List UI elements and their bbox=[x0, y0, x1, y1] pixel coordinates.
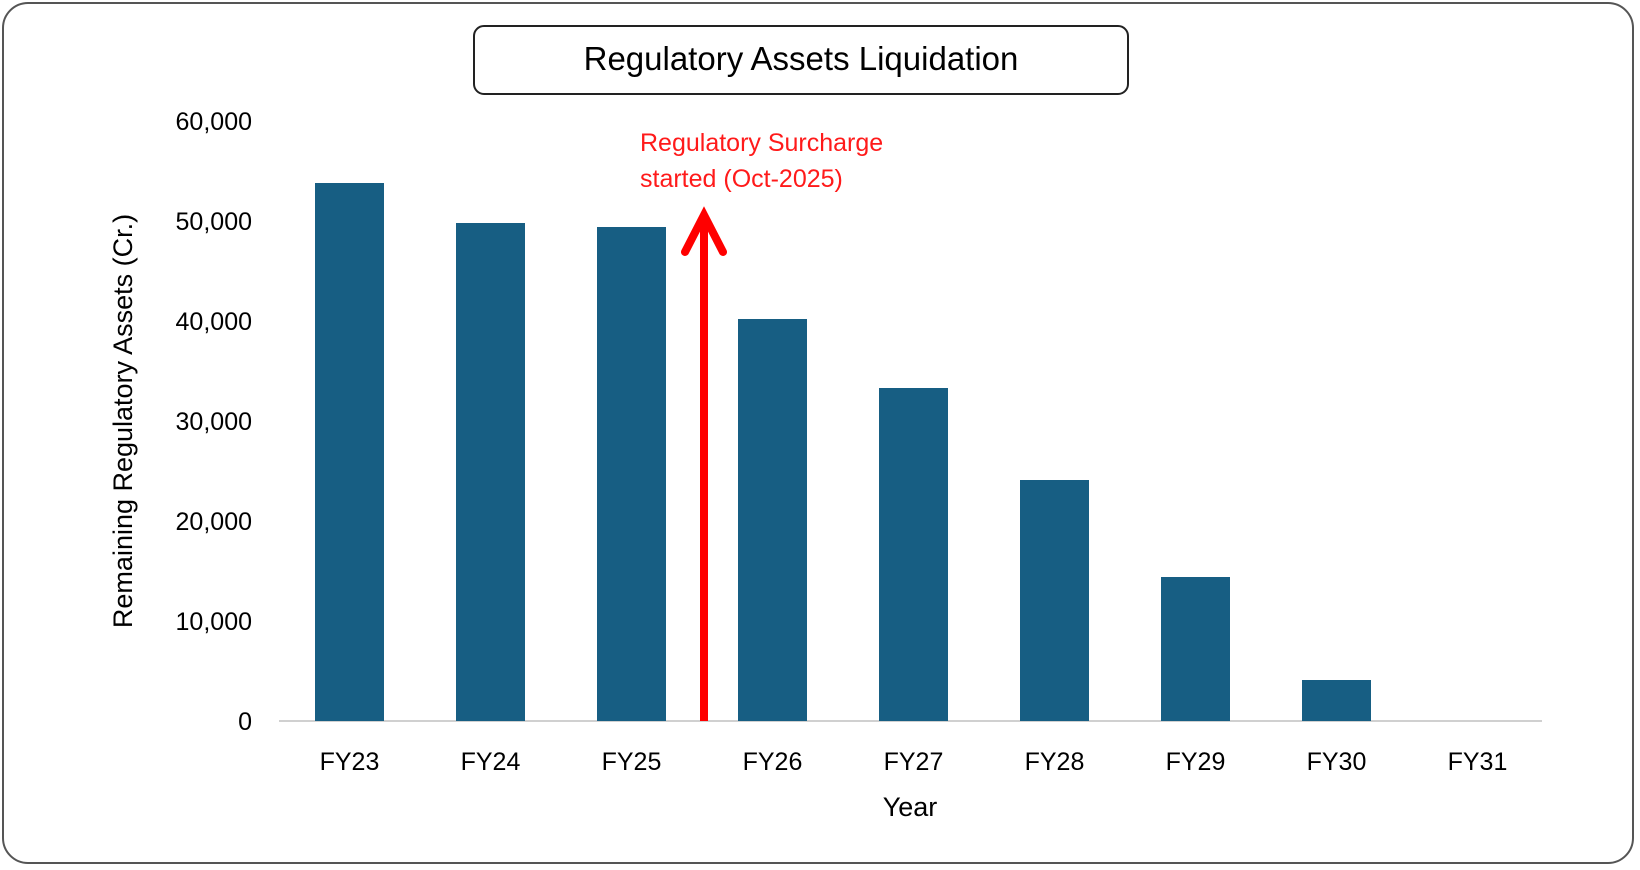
annotation-line-1: Regulatory Surcharge bbox=[640, 129, 883, 157]
chart-svg: Regulatory Assets Liquidation 0 10,000 20,… bbox=[108, 25, 1542, 822]
x-tick-label: FY30 bbox=[1307, 748, 1367, 776]
x-tick-label: FY25 bbox=[602, 748, 662, 776]
annotation: Regulatory Surcharge started (Oct-2025) bbox=[640, 129, 883, 721]
x-tick-label: FY24 bbox=[461, 748, 521, 776]
y-axis-title: Remaining Regulatory Assets (Cr.) bbox=[108, 214, 138, 628]
chart-title: Regulatory Assets Liquidation bbox=[584, 40, 1019, 77]
bar-fy24 bbox=[456, 223, 525, 721]
bar-fy27 bbox=[879, 388, 948, 721]
y-tick-label: 60,000 bbox=[176, 108, 252, 136]
bar-fy28 bbox=[1020, 480, 1089, 721]
title-box bbox=[473, 25, 1129, 95]
x-tick-label: FY27 bbox=[884, 748, 944, 776]
bar-fy25 bbox=[597, 227, 666, 721]
bar-fy30 bbox=[1302, 680, 1371, 721]
y-tick-label: 20,000 bbox=[176, 508, 252, 536]
bar-fy26 bbox=[738, 319, 807, 721]
bars bbox=[315, 183, 1371, 721]
y-tick-label: 40,000 bbox=[176, 308, 252, 336]
annotation-arrow-head bbox=[681, 206, 727, 256]
x-tick-label: FY31 bbox=[1448, 748, 1508, 776]
x-tick-labels: FY23 FY24 FY25 FY26 FY27 FY28 FY29 FY30 FY31 bbox=[320, 748, 1508, 776]
annotation-line-2: started (Oct-2025) bbox=[640, 165, 843, 193]
y-tick-label: 50,000 bbox=[176, 208, 252, 236]
x-tick-label: FY23 bbox=[320, 748, 380, 776]
y-tick-label: 10,000 bbox=[176, 608, 252, 636]
y-tick-label: 0 bbox=[238, 708, 252, 736]
x-axis-title: Year bbox=[883, 792, 938, 822]
y-tick-label: 30,000 bbox=[176, 408, 252, 436]
x-tick-label: FY26 bbox=[743, 748, 803, 776]
bar-fy29 bbox=[1161, 577, 1230, 721]
x-tick-label: FY28 bbox=[1025, 748, 1085, 776]
x-tick-label: FY29 bbox=[1166, 748, 1226, 776]
bar-fy23 bbox=[315, 183, 384, 721]
y-tick-labels: 0 10,000 20,000 30,000 40,000 50,000 60,000 bbox=[176, 108, 252, 736]
